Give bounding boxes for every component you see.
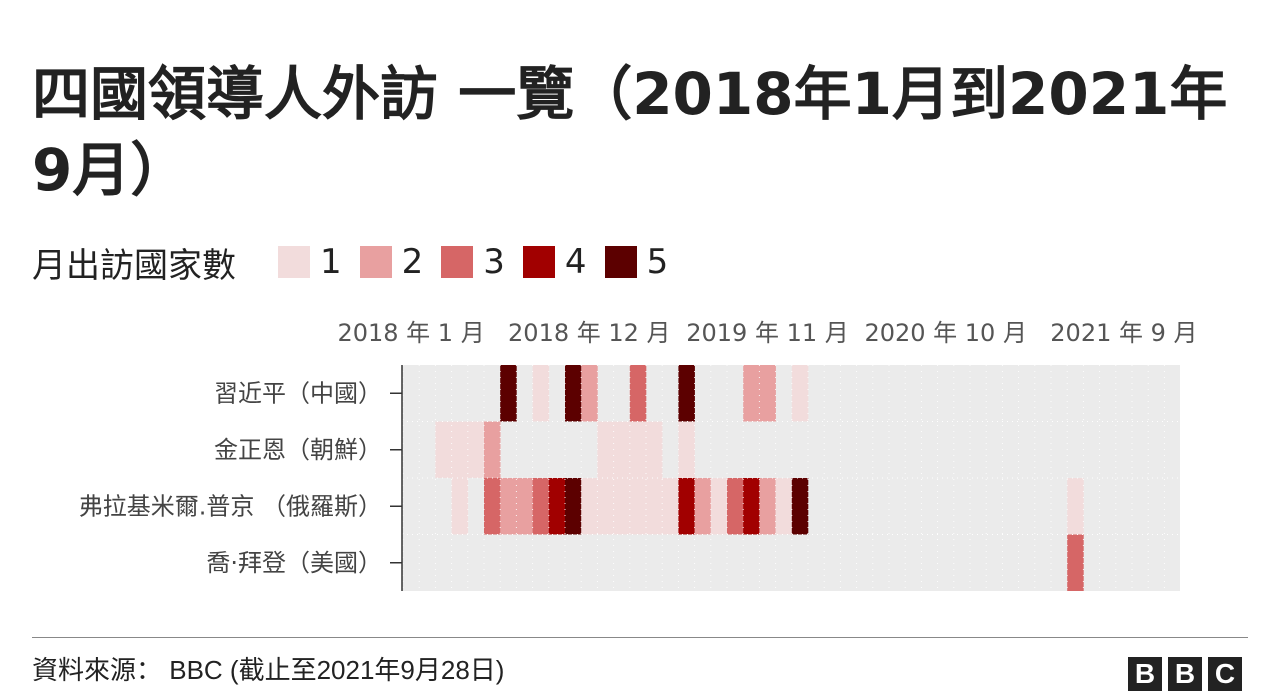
- legend-item-2: 2: [359, 242, 424, 282]
- heatmap-cell: [548, 478, 566, 535]
- heatmap-cell: [727, 478, 744, 535]
- legend-swatch-5: [604, 246, 637, 278]
- legend: 月出訪國家數 1 2 3 4 5: [32, 238, 686, 286]
- heatmap-cell: [581, 478, 598, 535]
- source-note: 資料來源： BBC (截止至2021年9月28日): [32, 655, 505, 685]
- legend-item-1: 1: [278, 242, 342, 282]
- y-tick-label: 弗拉基米爾.普京 （俄羅斯）: [79, 492, 382, 520]
- heatmap-cell: [775, 478, 793, 535]
- legend-item-4: 4: [522, 242, 587, 282]
- heatmap-cell: [532, 365, 550, 422]
- heatmap-cell: [1067, 534, 1084, 591]
- legend-swatch-2: [359, 246, 392, 278]
- y-tick-label: 喬·拜登（美國）: [206, 549, 382, 577]
- heatmap-cell: [484, 421, 501, 478]
- x-tick-label: 2018 年 12 月: [508, 319, 671, 347]
- bbc-logo-letter: B: [1168, 657, 1202, 691]
- heatmap-cell: [451, 478, 469, 535]
- x-tick-label: 2020 年 10 月: [864, 319, 1027, 347]
- heatmap-cell: [581, 365, 598, 422]
- heatmap-cell: [629, 478, 647, 535]
- heatmap-cell: [435, 421, 452, 478]
- heatmap-cell: [743, 478, 760, 535]
- heatmap-cell: [759, 478, 776, 535]
- legend-label-5: 5: [646, 242, 669, 282]
- legend-label-3: 3: [483, 242, 505, 282]
- heatmap-cell: [467, 421, 485, 478]
- x-tick-label: 2019 年 11 月: [686, 319, 849, 347]
- legend-label-4: 4: [564, 242, 587, 282]
- bbc-logo: B B C: [1128, 657, 1242, 691]
- heatmap-cell: [597, 421, 614, 478]
- legend-title: 月出訪國家數: [32, 245, 236, 286]
- heatmap-cell: [629, 365, 647, 422]
- heatmap-cell: [791, 478, 809, 535]
- heatmap-chart: 習近平（中國） 金正恩（朝鮮） 弗拉基米爾.普京 （俄羅斯） 喬·拜登（美國） 2018…: [79, 319, 1198, 591]
- legend-swatch-1: [278, 246, 310, 278]
- footer-divider: [32, 637, 1248, 638]
- heatmap-cell: [791, 365, 809, 422]
- heatmap-cell: [759, 365, 776, 422]
- heatmap-cell: [678, 365, 695, 422]
- legend-label-1: 1: [320, 242, 342, 282]
- heatmap-cell: [678, 478, 695, 535]
- legend-swatch-4: [522, 246, 555, 278]
- heatmap-cell: [1067, 478, 1084, 535]
- heatmap-cell: [484, 478, 501, 535]
- legend-item-5: 5: [604, 242, 669, 282]
- heatmap-cell: [613, 421, 631, 478]
- bbc-logo-letter: C: [1208, 657, 1242, 691]
- legend-label-2: 2: [401, 242, 424, 282]
- heatmap-cell: [451, 421, 469, 478]
- heatmap-cell: [710, 478, 728, 535]
- y-tick-label: 習近平（中國）: [214, 379, 382, 407]
- x-tick-label: 2018 年 1 月: [337, 319, 484, 347]
- heatmap-cell: [500, 365, 517, 422]
- heatmap-cell: [646, 421, 663, 478]
- x-tick-label: 2021 年 9 月: [1050, 319, 1197, 347]
- heatmap-cell: [565, 365, 582, 422]
- legend-swatch-3: [441, 246, 474, 278]
- y-tick-label: 金正恩（朝鮮）: [214, 436, 382, 464]
- heatmap-cell: [678, 421, 695, 478]
- bbc-logo-letter: B: [1128, 657, 1162, 691]
- heatmap-cell: [500, 478, 517, 535]
- heatmap-cell: [516, 478, 533, 535]
- chart-title: 四國領導人外訪 一覽（2018年1月到2021年9月）: [32, 60, 1228, 204]
- heatmap-cell: [646, 478, 663, 535]
- heatmap-cell: [662, 478, 679, 535]
- heatmap-cell: [532, 478, 550, 535]
- heatmap-cell: [565, 478, 582, 535]
- heatmap-cell: [629, 421, 647, 478]
- heatmap-cell: [743, 365, 760, 422]
- heatmap-cell: [613, 478, 631, 535]
- heatmap-cell: [694, 478, 712, 535]
- legend-item-3: 3: [441, 242, 505, 282]
- heatmap-cell: [597, 478, 614, 535]
